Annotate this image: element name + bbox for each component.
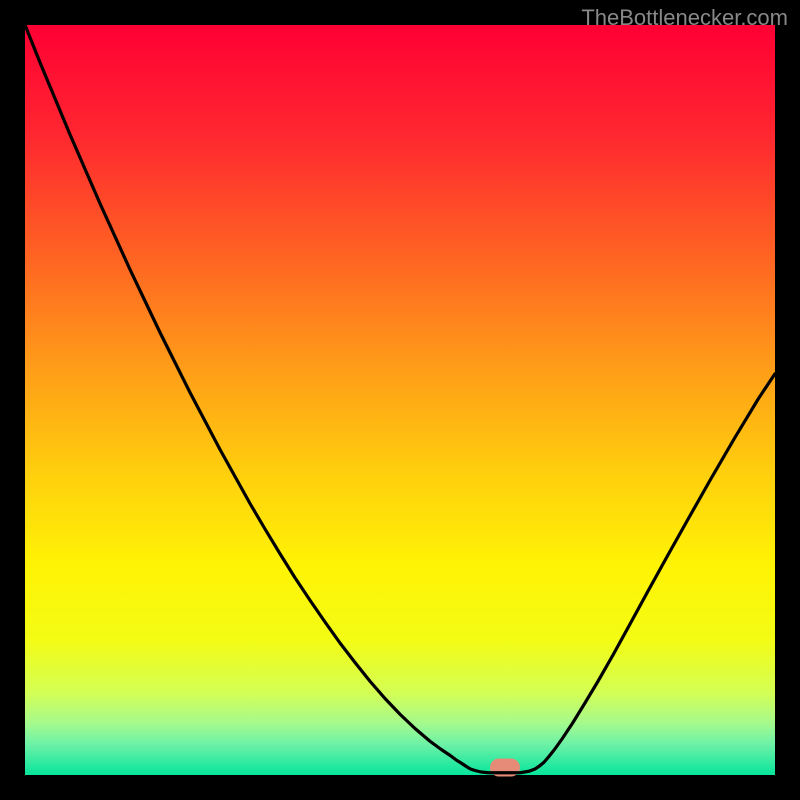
bottleneck-chart: TheBottlenecker.com <box>0 0 800 800</box>
chart-background-gradient <box>25 25 775 775</box>
watermark-label: TheBottlenecker.com <box>581 5 788 30</box>
